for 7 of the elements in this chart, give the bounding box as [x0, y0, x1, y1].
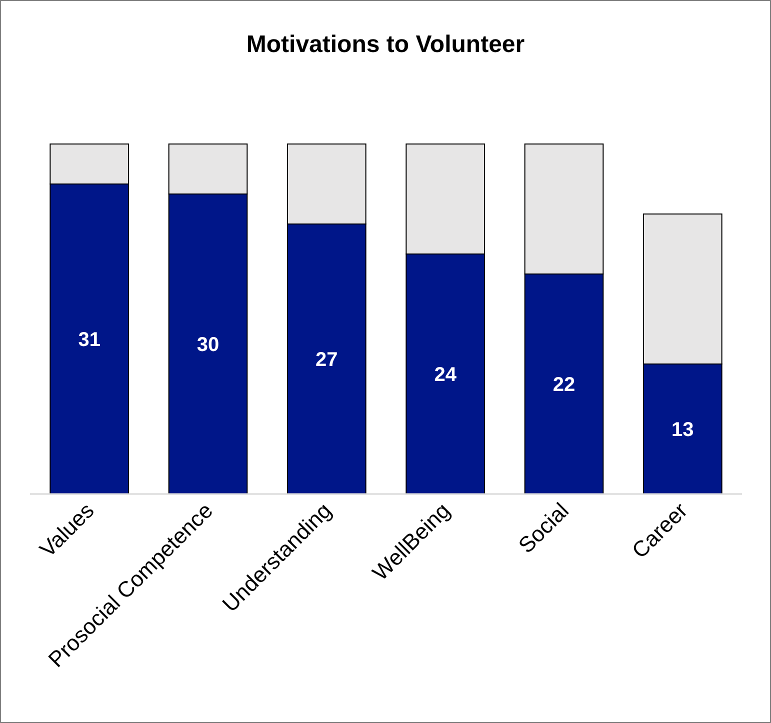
data-label: 24 [434, 364, 458, 386]
chart-title: Motivations to Volunteer [246, 31, 525, 58]
data-label: 13 [672, 419, 694, 441]
data-label: 30 [196, 334, 220, 356]
data-label: 22 [552, 374, 576, 396]
data-label: 31 [78, 329, 100, 351]
data-label: 27 [316, 349, 338, 371]
